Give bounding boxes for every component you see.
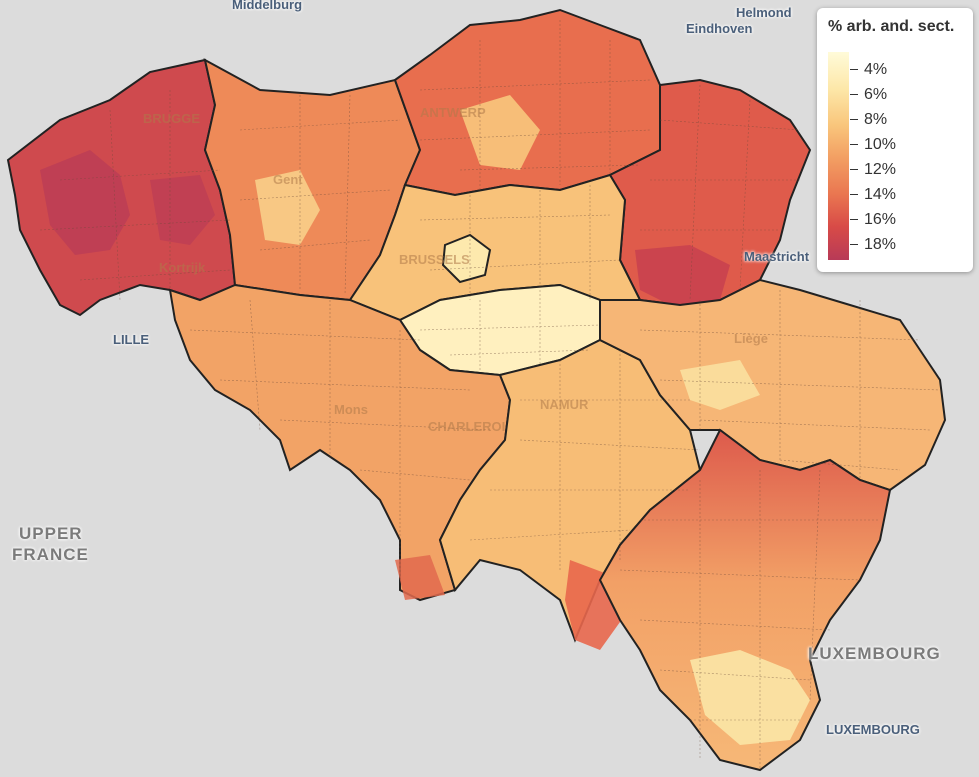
label-luxembourg-country: LUXEMBOURG [808,644,941,663]
map-legend: % arb. and. sect. 4% 6% 8% 10% 12% 14% 1… [817,8,973,272]
label-brugge: BRUGGE [143,111,201,126]
label-helmond: Helmond [736,5,792,20]
label-kortrijk: Kortrijk [159,260,206,275]
label-antwerp: ANTWERP [420,105,486,120]
legend-tick: 16% [850,211,896,229]
legend-tick: 4% [850,61,887,79]
legend-tick: 8% [850,111,887,129]
legend-color-scale [828,52,849,260]
legend-tick: 12% [850,161,896,179]
legend-tick: 14% [850,186,896,204]
legend-tick: 6% [850,86,887,104]
label-luxembourg-city: LUXEMBOURG [826,722,920,737]
legend-tick: 10% [850,136,896,154]
region-west-flanders-dark [40,150,130,255]
region-antwerp[interactable] [393,8,661,197]
label-maastricht: Maastricht [744,249,810,264]
region-liege[interactable] [599,278,947,492]
label-upper-france-line2: FRANCE [12,545,89,564]
label-eindhoven: Eindhoven [686,21,753,36]
label-gent: Gent [273,172,303,187]
label-lille: LILLE [113,332,150,347]
label-namur: NAMUR [540,397,589,412]
region-east-flanders-light [255,170,320,245]
region-west-flanders-dark-2 [150,175,215,245]
municipality-borders [39,20,941,770]
label-brussels: BRUSSELS [399,252,470,267]
legend-tick: 18% [850,236,896,254]
region-limburg-dark [635,245,730,305]
region-hainaut-dark [395,555,445,600]
legend-title: % arb. and. sect. [828,18,955,35]
label-mons: Mons [334,402,368,417]
label-charleroi: CHARLEROI [428,419,506,434]
label-middelburg: Middelburg [232,0,303,12]
label-liege: Liège [734,331,768,346]
label-upper-france-line1: UPPER [19,524,83,543]
